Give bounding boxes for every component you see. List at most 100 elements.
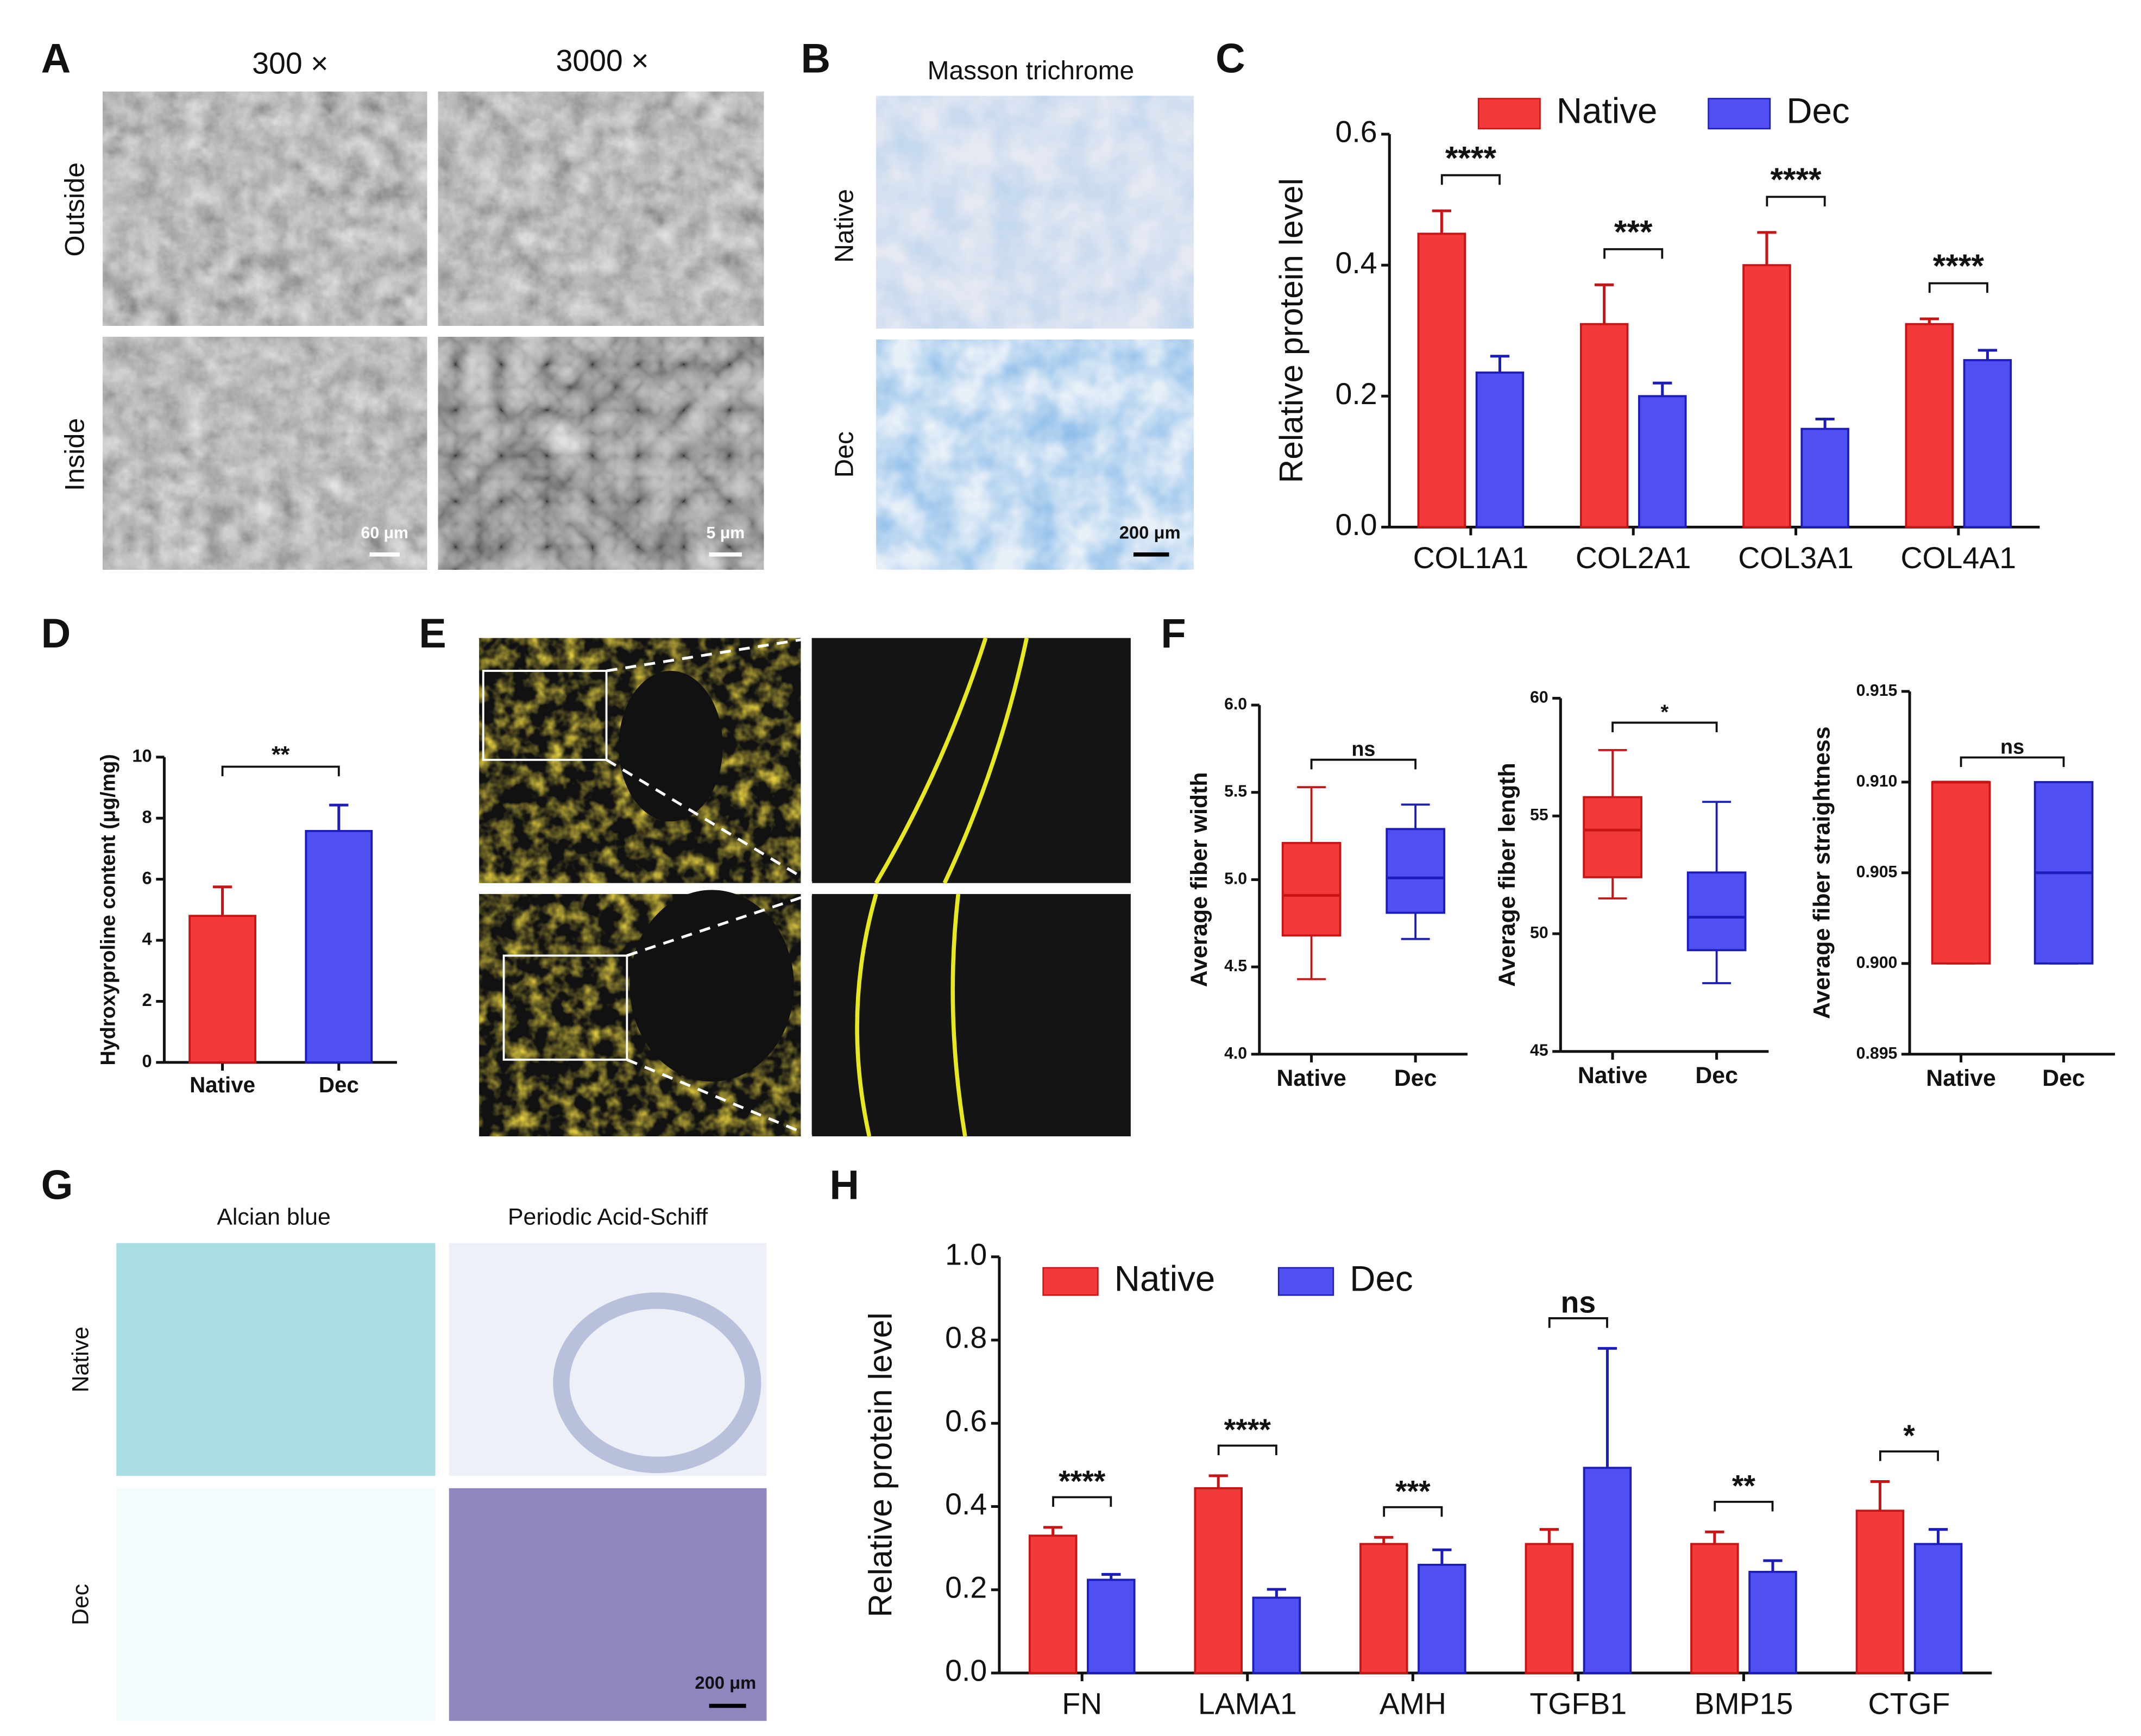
- error-bar: [1432, 1548, 1452, 1565]
- y-tick-label: 60: [1530, 688, 1548, 706]
- y-tick-label: 0.4: [1336, 246, 1377, 280]
- significance-bracket: [1960, 756, 2065, 768]
- y-tick-label: 45: [1530, 1042, 1548, 1060]
- bar: [1028, 1534, 1078, 1674]
- legend-label: Dec: [1350, 1259, 1413, 1298]
- panel-g: Alcian blue Periodic Acid-Schiff Native …: [68, 1204, 767, 1721]
- bar: [1748, 1570, 1797, 1674]
- stain-image: [876, 339, 1194, 570]
- y-tick-label: 6: [142, 867, 152, 888]
- panel-letter: B: [801, 36, 830, 81]
- error-bar: [1374, 1536, 1394, 1544]
- y-tick-label: 0: [142, 1051, 152, 1071]
- sem-image: [103, 337, 427, 570]
- box: [1931, 781, 1991, 965]
- panel-letter: H: [829, 1163, 859, 1209]
- error-bar: [1597, 1347, 1617, 1468]
- bar: [1359, 1543, 1408, 1674]
- y-tick-label: 0.895: [1856, 1045, 1898, 1062]
- y-tick-label: 5.0: [1224, 870, 1247, 888]
- significance-bracket: [1052, 1496, 1112, 1507]
- sem-image: [103, 91, 427, 326]
- x-tick-label: Dec: [1394, 1065, 1437, 1091]
- panel-e: [479, 637, 1131, 1138]
- x-tick-label: Dec: [319, 1072, 359, 1097]
- legend-label: Native: [1114, 1259, 1216, 1298]
- legend-label: Native: [1557, 91, 1658, 131]
- significance-label: *: [1903, 1419, 1915, 1452]
- significance-label: ****: [1933, 247, 1985, 284]
- significance-label: ****: [1770, 161, 1822, 198]
- panel-a: 300 × 3000 × Outside Inside 60 μm 5 μm: [59, 44, 764, 570]
- bar: [1742, 264, 1791, 529]
- box: [1583, 796, 1642, 878]
- bar: [1475, 371, 1525, 529]
- error-bar: [1978, 349, 1998, 360]
- error-bar: [1101, 1573, 1121, 1580]
- y-tick-label: 0.0: [1336, 508, 1377, 542]
- error-bar: [1763, 1559, 1783, 1572]
- y-axis-label: Hydroxyproline content (μg/mg): [97, 754, 120, 1065]
- bar: [1905, 323, 1954, 529]
- significance-label: ns: [2000, 735, 2024, 758]
- column-label: 300 ×: [252, 47, 328, 80]
- legend-swatch: [1477, 98, 1541, 130]
- significance-label: ***: [1614, 213, 1653, 250]
- error-bar: [1539, 1528, 1559, 1544]
- bar: [1579, 323, 1629, 529]
- significance-label: **: [272, 742, 290, 768]
- legend-swatch: [1042, 1267, 1099, 1296]
- significance-bracket: [1440, 174, 1501, 185]
- significance-label: **: [1732, 1469, 1756, 1503]
- charts: 0.0 0.2 0.4 0.6 Relative protein level COL1A1…: [97, 91, 2115, 1721]
- x-tick-label: Native: [1276, 1065, 1346, 1091]
- error-bar: [1490, 355, 1510, 373]
- stain-image: [116, 1488, 436, 1721]
- error-bar: [329, 803, 349, 831]
- bar: [1087, 1578, 1136, 1674]
- sem-image: [438, 337, 764, 570]
- stain-image: [449, 1243, 767, 1476]
- error-bar: [1870, 1480, 1890, 1511]
- y-tick-label: 4.0: [1224, 1045, 1247, 1062]
- significance-label: ****: [1059, 1464, 1106, 1498]
- y-tick-label: 0.6: [945, 1404, 987, 1438]
- panel-letter: A: [41, 36, 71, 81]
- y-tick-label: 4.5: [1224, 957, 1247, 975]
- x-tick-label: COL4A1: [1901, 541, 2017, 575]
- row-label: Dec: [830, 431, 859, 477]
- y-axis-label: Average fiber width: [1186, 772, 1212, 987]
- significance-label: *: [1661, 701, 1669, 724]
- x-tick-label: BMP15: [1695, 1687, 1793, 1721]
- error-bar: [1757, 231, 1777, 266]
- bar: [1638, 395, 1687, 529]
- y-tick-label: 8: [142, 807, 152, 827]
- significance-label: ns: [1351, 738, 1375, 761]
- scale-bar-label: 60 μm: [361, 524, 408, 542]
- x-tick-label: LAMA1: [1198, 1687, 1297, 1721]
- x-tick-label: COL3A1: [1738, 541, 1854, 575]
- x-tick-label: COL2A1: [1576, 541, 1691, 575]
- bar: [188, 915, 256, 1064]
- zoom-line: [606, 637, 813, 1138]
- y-tick-label: 55: [1530, 806, 1548, 824]
- fiber-boundary: [855, 893, 967, 1137]
- error-bar: [1815, 417, 1835, 429]
- x-tick-label: CTGF: [1868, 1687, 1950, 1721]
- row-label: Native: [830, 189, 859, 263]
- column-label: Alcian blue: [217, 1204, 331, 1230]
- y-axis-label: Average fiber length: [1494, 763, 1520, 987]
- significance-bracket: [221, 765, 340, 777]
- zoom-box: [502, 954, 628, 1061]
- column-label: 3000 ×: [556, 44, 648, 78]
- y-tick-label: 50: [1530, 924, 1548, 942]
- stain-image: [449, 1488, 767, 1721]
- y-tick-label: 0.2: [945, 1570, 987, 1604]
- scale-bar-label: 5 μm: [707, 524, 745, 542]
- y-axis-label: Average fiber straightness: [1809, 726, 1835, 1019]
- scale-bar-label: 200 μm: [1119, 523, 1181, 543]
- significance-bracket: [1548, 1317, 1608, 1328]
- column-label: Periodic Acid-Schiff: [508, 1204, 708, 1230]
- error-bar: [1432, 209, 1452, 234]
